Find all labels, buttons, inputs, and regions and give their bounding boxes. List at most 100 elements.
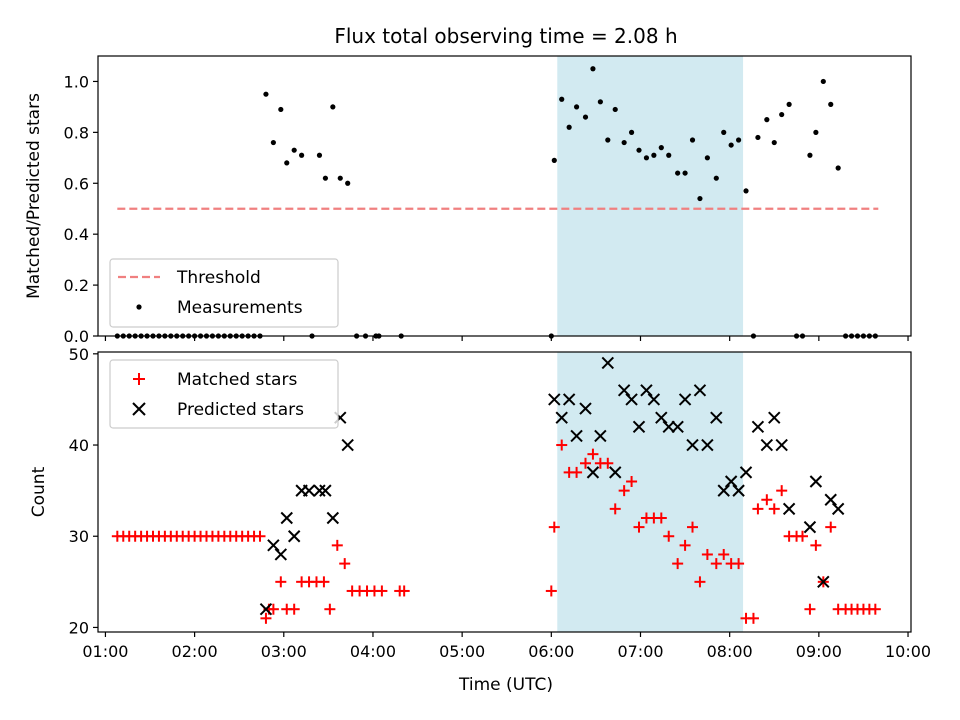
predicted-stars-point bbox=[655, 411, 668, 424]
measurements-point bbox=[636, 147, 642, 153]
y-tick-label: 0.2 bbox=[64, 276, 89, 295]
measurements-legend-label: Measurements bbox=[177, 298, 303, 318]
measurements-point bbox=[551, 157, 557, 163]
predicted-stars-point bbox=[609, 466, 622, 479]
measurements-point bbox=[755, 134, 761, 141]
predicted-stars-point bbox=[760, 438, 774, 452]
matched-stars-point bbox=[633, 521, 645, 533]
x-axis-label: Time (UTC) bbox=[458, 675, 553, 695]
measurements-point bbox=[573, 104, 580, 110]
measurements-point bbox=[597, 99, 603, 105]
flux-ratio-x-axis bbox=[104, 336, 909, 341]
matched-stars-point bbox=[733, 558, 745, 570]
predicted-stars-point bbox=[302, 484, 316, 497]
measurements-point bbox=[651, 152, 657, 158]
measurements-point bbox=[643, 155, 650, 161]
predicted-stars-legend-swatch bbox=[132, 402, 146, 416]
measurements-point bbox=[704, 155, 710, 161]
predicted-stars-point bbox=[809, 475, 823, 488]
flux-ratio-y-axis-label: Matched/Predicted stars bbox=[24, 93, 44, 299]
flux-ratio-legend: Threshold Measurements bbox=[109, 258, 339, 328]
predicted-stars-point bbox=[287, 530, 301, 543]
predicted-stars-point bbox=[555, 411, 568, 424]
matched-stars-point bbox=[747, 612, 759, 624]
predicted-stars-point bbox=[686, 438, 699, 452]
matched-stars-point bbox=[869, 603, 881, 615]
matched-stars-point bbox=[776, 485, 788, 497]
x-tick-label: 06:00 bbox=[528, 642, 574, 661]
measurements-point bbox=[697, 195, 703, 202]
measurements-point bbox=[828, 101, 834, 107]
matched-stars-point bbox=[254, 530, 266, 542]
matched-stars-point bbox=[701, 548, 713, 560]
matched-stars-point bbox=[672, 558, 684, 570]
predicted-stars-point bbox=[647, 393, 661, 406]
x-tick-label: 08:00 bbox=[707, 642, 753, 661]
matched-stars-point bbox=[687, 521, 699, 533]
measurements-point bbox=[779, 111, 785, 118]
y-tick-label: 0.6 bbox=[64, 174, 89, 193]
x-tick-label: 03:00 bbox=[261, 642, 307, 661]
predicted-stars-point bbox=[751, 420, 765, 433]
star-count-y-axis: 20 30 40 50 bbox=[69, 345, 98, 637]
predicted-stars-point bbox=[775, 438, 788, 452]
predicted-stars-point bbox=[274, 548, 288, 561]
star-count-y-axis-label: Count bbox=[29, 466, 49, 517]
matched-stars-point bbox=[580, 457, 592, 469]
measurements-point bbox=[263, 91, 269, 97]
matched-stars-point bbox=[545, 585, 557, 597]
predicted-stars-point bbox=[671, 420, 684, 433]
measurements-point bbox=[559, 96, 565, 102]
predicted-stars-legend-label: Predicted stars bbox=[177, 400, 304, 420]
measurements-point bbox=[689, 137, 696, 143]
measurements-point bbox=[682, 170, 688, 176]
predicted-stars-point bbox=[280, 511, 293, 525]
predicted-stars-point bbox=[817, 575, 830, 589]
matched-stars-point bbox=[768, 503, 780, 515]
matched-stars-point bbox=[571, 466, 583, 478]
predicted-stars-point bbox=[341, 438, 354, 452]
measurements-point bbox=[771, 139, 777, 146]
flux-ratio-panel: 0.0 0.2 0.4 0.6 0.8 1.0 Matched/Predicted sta… bbox=[24, 55, 912, 346]
matched-stars-point bbox=[587, 448, 599, 460]
matched-stars-point bbox=[694, 576, 706, 588]
measurements-point bbox=[284, 160, 290, 166]
matched-stars-legend-swatch bbox=[133, 373, 145, 385]
predicted-stars-point bbox=[319, 484, 332, 497]
matched-stars-legend-label: Matched stars bbox=[177, 370, 297, 390]
predicted-stars-point bbox=[617, 384, 631, 397]
matched-stars-point bbox=[752, 503, 764, 515]
measurements-point bbox=[278, 106, 284, 113]
predicted-stars-point bbox=[326, 511, 340, 525]
star-count-plot-area bbox=[111, 356, 881, 624]
star-count-legend: Matched stars Predicted stars bbox=[109, 359, 339, 429]
y-tick-label: 50 bbox=[69, 345, 89, 364]
measurements-legend-swatch bbox=[136, 304, 142, 310]
matched-stars-point bbox=[797, 530, 809, 542]
predicted-stars-point bbox=[586, 466, 600, 479]
matched-stars-point bbox=[556, 439, 568, 451]
x-tick-label: 04:00 bbox=[350, 642, 396, 661]
measurements-point bbox=[590, 66, 596, 72]
x-tick-label: 10:00 bbox=[885, 642, 931, 661]
measurements-point bbox=[612, 106, 618, 113]
matched-stars-point bbox=[339, 558, 351, 570]
measurements-point bbox=[813, 129, 819, 135]
predicted-stars-point bbox=[562, 393, 576, 406]
measurements-point bbox=[721, 129, 727, 135]
predicted-stars-point bbox=[632, 420, 646, 433]
predicted-stars-point bbox=[579, 402, 592, 415]
flux-ratio-axes-frame bbox=[97, 55, 912, 337]
measurements-point bbox=[807, 152, 813, 158]
y-tick-label: 20 bbox=[69, 618, 89, 637]
measurements-point bbox=[743, 188, 749, 194]
matched-stars-point bbox=[655, 512, 667, 524]
measurements-point bbox=[666, 152, 672, 158]
predicted-stars-point bbox=[768, 411, 781, 424]
x-tick-label: 05:00 bbox=[439, 642, 485, 661]
flux-ratio-plot-area bbox=[114, 66, 879, 339]
matched-stars-point bbox=[761, 494, 773, 506]
measurements-point bbox=[291, 147, 297, 153]
